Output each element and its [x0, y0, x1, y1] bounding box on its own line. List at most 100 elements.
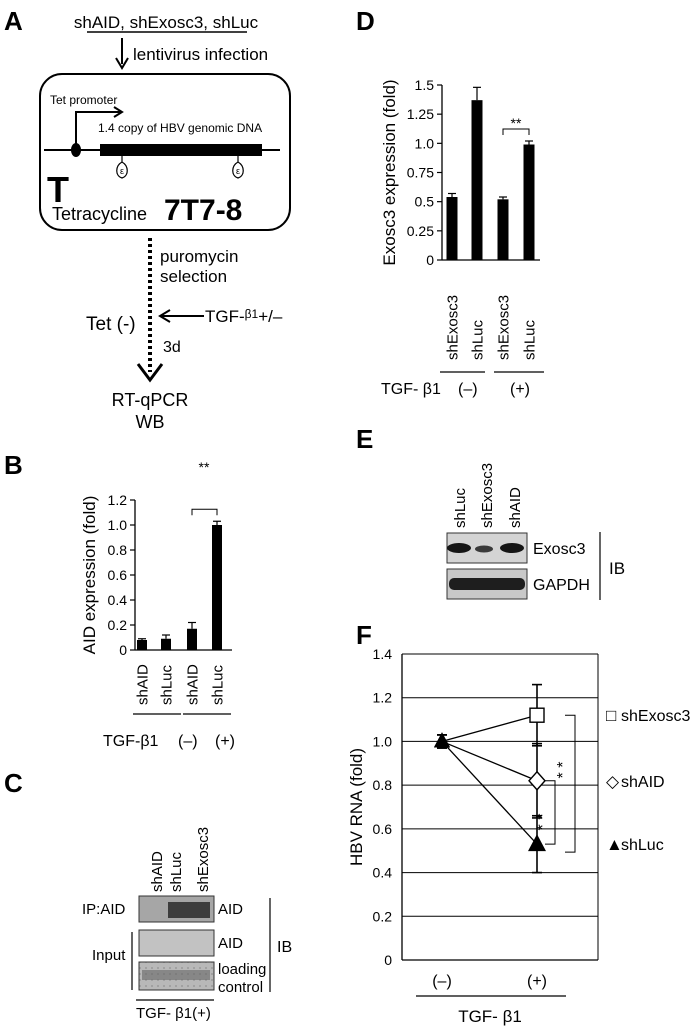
f-sig-shexosc3-shluc: * * [555, 762, 572, 779]
bar [523, 144, 535, 260]
y-tick-label: 0.8 [373, 777, 393, 793]
panel-b-group-minus: (–) [178, 733, 198, 750]
legend-symbol-shExosc3: □ [606, 706, 616, 725]
y-tick-label: 0.8 [108, 542, 128, 558]
c-lane-shaid: shAID [149, 851, 166, 892]
exosc3-band-2 [475, 545, 493, 553]
blot-input-aid [138, 929, 215, 957]
y-tick-label: 0.6 [108, 567, 128, 583]
epsilon-label-2: ε [236, 166, 240, 176]
y-tick-label: 1.2 [373, 690, 393, 706]
y-axis-title: Exosc3 expression (fold) [380, 79, 399, 265]
tgf-treatment: TGF-β1+/– [205, 307, 283, 326]
panel-d: D 0 0.25 0.5 0.75 1.0 1.25 1.5 Exosc3 expressio… [356, 6, 544, 398]
y-tick-label: 1.5 [415, 77, 435, 93]
y-tick-label: 0.2 [373, 908, 393, 924]
c-band-aid-1: AID [218, 901, 243, 918]
blot-loading-bands [142, 970, 210, 980]
significance-bracket [502, 128, 530, 135]
e-band-exosc3: Exosc3 [533, 541, 586, 558]
significance-label: ** [511, 115, 522, 131]
bar [497, 199, 509, 260]
readout-wb: WB [136, 412, 165, 432]
legend-label-shAID: shAID [621, 774, 665, 791]
epsilon-loop-1 [116, 156, 128, 179]
panel-d-tgf-label: TGF- β1 [381, 381, 441, 398]
tet-minus-label: Tet (-) [86, 314, 136, 335]
c-tgf-label: TGF- β1(+) [136, 1005, 211, 1022]
infection-arrowhead [115, 57, 129, 70]
y-tick-label: 0.2 [108, 617, 128, 633]
e-lane-shaid: shAID [507, 487, 524, 528]
e-lane-shexosc3: shExosc3 [479, 463, 496, 528]
tetracycline-label: Tetracycline [52, 204, 147, 224]
tgf-arrowhead [158, 309, 171, 323]
hbv-label: 1.4 copy of HBV genomic DNA [98, 121, 262, 135]
panel-b: B 0 0.2 0.4 0.6 0.8 1.0 1.2 AID expression (fol… [4, 450, 235, 750]
row-label-input: Input [92, 947, 126, 964]
promoter-arrow [75, 111, 120, 150]
y-tick-label: 1.2 [108, 492, 128, 508]
panel-e: E shLuc shExosc3 shAID Exosc3 GAPDH IB [356, 424, 625, 600]
category-label: shExosc3 [495, 295, 512, 360]
y-axis-title: HBV RNA (fold) [347, 748, 366, 866]
category-label: shExosc3 [444, 295, 461, 360]
c-ib-label: IB [277, 939, 292, 956]
y-tick-label: 0.25 [407, 223, 434, 239]
panel-b-group-plus: (+) [215, 733, 235, 750]
legend-symbol-shAID: ◇ [606, 772, 620, 791]
series-line-shAID [441, 740, 538, 782]
chart-b: 0 0.2 0.4 0.6 0.8 1.0 1.2 AID expression (fold)… [80, 459, 232, 715]
c-lane-shexosc3: shExosc3 [195, 827, 212, 892]
panel-b-tgf-label: TGF-β1 [103, 733, 159, 750]
panel-b-letter: B [4, 450, 23, 480]
category-label: shLuc [158, 664, 175, 705]
chart-f: 0 0.2 0.4 0.6 0.8 1.0 1.2 1.4 HBV RNA (fold) (–) (… [347, 646, 690, 990]
exosc3-band-1 [447, 543, 471, 553]
e-ib-label: IB [609, 559, 625, 578]
f-sig-shaid-shluc: * * [535, 814, 552, 831]
gapdh-bands [449, 578, 525, 590]
significance-label: ** [199, 459, 210, 475]
category-label: shLuc [469, 319, 486, 360]
legend-symbol-shLuc: ▲ [606, 835, 623, 854]
panel-c: C shAID shLuc shExosc3 IP:AID Input AID … [4, 768, 292, 1022]
c-band-aid-2: AID [218, 935, 243, 952]
legend-label-shLuc: shLuc [621, 837, 664, 854]
marker-shExosc3 [529, 707, 545, 723]
y-tick-label: 0.6 [373, 821, 393, 837]
category-label: shAID [184, 664, 201, 705]
y-tick-label: 1.4 [373, 646, 393, 662]
bar [212, 525, 222, 650]
panel-d-group-minus: (–) [458, 381, 478, 398]
y-tick-label: 0.5 [415, 194, 435, 210]
series-line-shExosc3 [441, 714, 538, 743]
bar [471, 100, 483, 261]
exosc3-band-3 [500, 543, 524, 553]
y-tick-label: 1.0 [415, 135, 435, 151]
e-band-gapdh: GAPDH [533, 577, 590, 594]
construct-list: shAID, shExosc3, shLuc [74, 13, 259, 32]
tetracycline-symbol: T [47, 169, 69, 210]
panel-a: A shAID, shExosc3, shLuc lentivirus infe… [4, 6, 291, 432]
duration-label: 3d [163, 339, 181, 356]
marker-shAID [528, 770, 546, 791]
chart-d: 0 0.25 0.5 0.75 1.0 1.25 1.5 Exosc3 expression … [380, 77, 544, 373]
panel-e-letter: E [356, 424, 373, 454]
x-category-label: (–) [432, 973, 452, 990]
c-band-loading-2: control [218, 979, 263, 996]
significance-bracket [545, 780, 556, 845]
bar [446, 197, 458, 260]
panel-f-letter: F [356, 620, 372, 650]
hbv-genome-bar [100, 144, 262, 156]
legend-label-shExosc3: shExosc3 [621, 708, 690, 725]
readout-rtqpcr: RT-qPCR [112, 390, 189, 410]
series-line-shLuc [441, 740, 538, 845]
marker-shLuc [528, 834, 546, 852]
significance-bracket [565, 714, 576, 853]
blot-ip-aid-bands [168, 902, 210, 918]
y-tick-label: 1.25 [407, 106, 434, 122]
y-tick-label: 0.4 [108, 592, 128, 608]
cell-box [39, 73, 291, 231]
infection-label: lentivirus infection [133, 45, 268, 64]
